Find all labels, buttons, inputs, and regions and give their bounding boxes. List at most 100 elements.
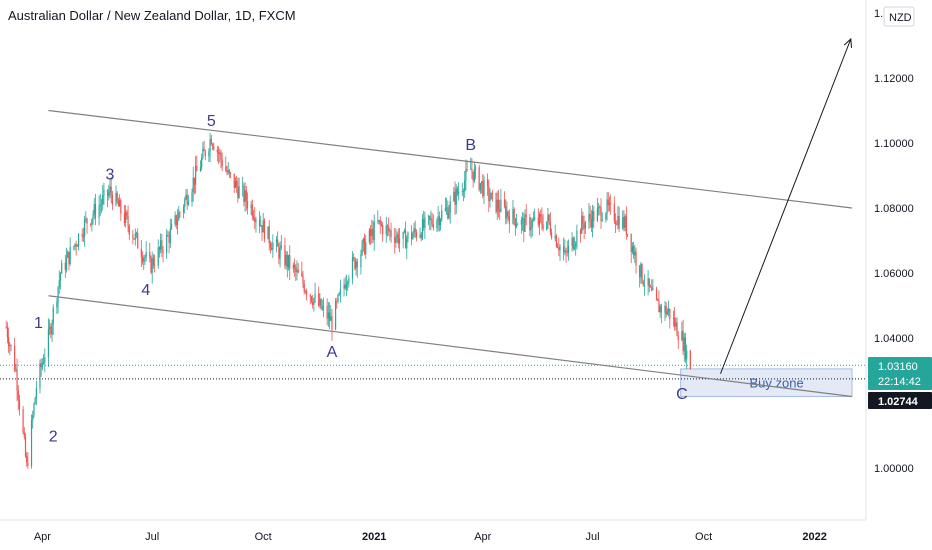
candle-body xyxy=(575,243,577,247)
candle-body xyxy=(184,199,186,208)
candle-body xyxy=(599,206,601,208)
candle-body xyxy=(394,236,396,243)
candle-body xyxy=(76,245,78,247)
candle-body xyxy=(23,432,25,437)
candle-body xyxy=(458,192,460,194)
candle-body xyxy=(314,293,316,299)
candle-body xyxy=(98,205,100,218)
candle-body xyxy=(242,185,244,187)
candle-body xyxy=(488,186,490,201)
projection-arrow-head xyxy=(843,37,853,49)
candle-body xyxy=(255,219,257,223)
candle-body xyxy=(664,306,666,313)
candle-body xyxy=(199,167,202,172)
candle-body xyxy=(126,211,128,216)
candle-body xyxy=(584,222,586,229)
candle-body xyxy=(625,216,627,235)
candle-body xyxy=(226,170,228,173)
candle-body xyxy=(211,144,214,147)
candle-body xyxy=(318,293,320,306)
candle-body xyxy=(297,269,299,273)
candle-body xyxy=(261,225,263,233)
candle-body xyxy=(554,235,556,239)
candle-body xyxy=(657,298,659,301)
candle-body xyxy=(616,223,618,225)
candle-body xyxy=(513,209,515,219)
price-tick-label: 1.00000 xyxy=(874,463,914,475)
candle-body xyxy=(462,191,465,192)
candle-body xyxy=(610,202,612,204)
candle-body xyxy=(608,202,611,206)
candle-body xyxy=(438,216,440,226)
candle-body xyxy=(547,214,549,222)
currency-badge[interactable]: NZD xyxy=(883,6,915,27)
candle-body xyxy=(652,288,654,291)
candle-body xyxy=(108,192,110,197)
candle-body xyxy=(669,308,671,320)
candle-body xyxy=(668,308,670,312)
price-tick-label: 1.12000 xyxy=(874,73,914,85)
candle-body xyxy=(161,240,163,251)
time-tick-label: Oct xyxy=(695,531,712,543)
candle-body xyxy=(524,214,526,232)
candle-body xyxy=(39,363,41,389)
channel-upper-line[interactable] xyxy=(48,109,853,209)
candle-body xyxy=(600,207,602,221)
candle-body xyxy=(496,199,498,212)
candle-body xyxy=(503,199,506,206)
time-tick-label: Oct xyxy=(255,531,272,543)
candle-body xyxy=(651,286,653,291)
buy-zone-rect[interactable] xyxy=(680,368,853,397)
candle-body xyxy=(368,229,370,243)
candle-body xyxy=(285,254,287,266)
candle-body xyxy=(522,218,524,220)
candle-body xyxy=(448,212,450,219)
candle-body xyxy=(648,278,650,287)
candle-body xyxy=(623,217,625,228)
wave-label-2: 2 xyxy=(49,428,58,445)
candle-body xyxy=(464,180,466,192)
candle-body xyxy=(145,251,147,258)
candle-body xyxy=(372,228,374,240)
candle-body xyxy=(216,149,218,153)
candle-body xyxy=(531,220,533,228)
candle-body xyxy=(210,138,212,145)
candle-body xyxy=(127,215,129,226)
candle-body xyxy=(517,224,519,226)
candle-body xyxy=(18,399,21,410)
wave-label-a: A xyxy=(327,344,338,361)
candle-body xyxy=(478,167,480,191)
candle-body xyxy=(286,254,288,268)
candle-body xyxy=(386,225,389,227)
candlestick-series xyxy=(5,132,691,469)
candle-body xyxy=(301,272,303,276)
candle-body xyxy=(160,240,162,250)
candle-body xyxy=(133,238,135,240)
candle-body xyxy=(258,219,261,227)
candle-body xyxy=(128,225,130,235)
candle-body xyxy=(550,232,553,239)
candle-body xyxy=(660,305,662,313)
trendline-layer[interactable] xyxy=(48,37,853,398)
channel-lower-line[interactable] xyxy=(48,295,853,398)
candle-body xyxy=(93,203,95,215)
candle-body xyxy=(141,257,144,262)
candle-body xyxy=(534,217,536,220)
candle-body xyxy=(380,224,383,226)
candle-body xyxy=(642,281,644,285)
candle-body xyxy=(234,180,237,188)
chart-title: Australian Dollar / New Zealand Dollar, … xyxy=(8,8,296,23)
projection-arrow[interactable] xyxy=(720,38,852,374)
candle-body xyxy=(579,230,582,234)
candle-body xyxy=(59,273,62,281)
candle-body xyxy=(326,305,328,319)
candle-body xyxy=(421,219,424,239)
candle-body xyxy=(361,242,363,255)
time-axis[interactable]: Apr Jul Oct 2021 Apr Jul Oct 2022 xyxy=(34,531,827,543)
candle-body xyxy=(262,220,264,233)
candle-body xyxy=(461,191,463,193)
candle-body xyxy=(306,291,308,295)
candle-body xyxy=(152,258,154,266)
candle-body xyxy=(271,247,273,250)
